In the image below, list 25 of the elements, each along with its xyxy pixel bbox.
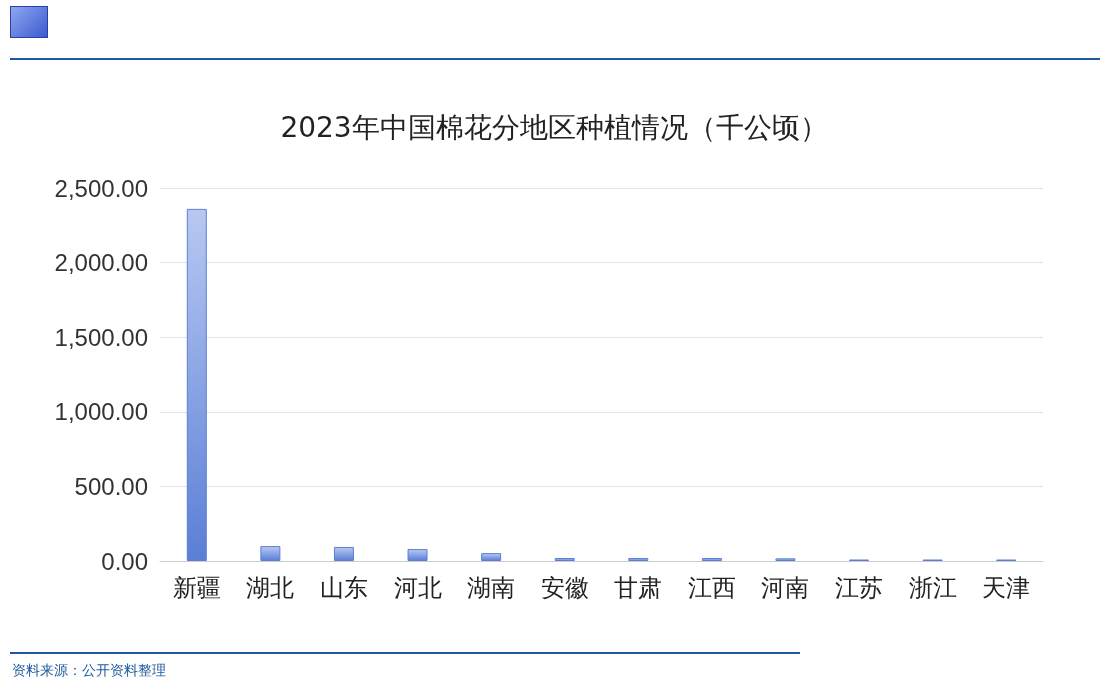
- x-tick-label: 湖南: [467, 573, 516, 601]
- y-tick-label: 1,500.00: [54, 323, 148, 351]
- x-tick-label: 湖北: [246, 573, 295, 601]
- x-tick-label: 浙江: [908, 573, 957, 601]
- x-tick-label: 河南: [761, 573, 810, 601]
- bar: [481, 553, 502, 561]
- x-tick-label: 江西: [687, 573, 736, 601]
- x-tick-label: 甘肃: [614, 573, 663, 601]
- y-tick-label: 0.00: [101, 547, 148, 575]
- y-tick-label: 2,000.00: [54, 249, 148, 277]
- y-tick-label: 1,000.00: [54, 398, 148, 426]
- x-tick-label: 河北: [393, 573, 442, 601]
- chart-title: 2023年中国棉花分地区种植情况（千公顷）: [280, 110, 828, 144]
- bar: [260, 546, 281, 561]
- x-tick-label: 安徽: [540, 573, 589, 601]
- x-tick-label: 新疆: [172, 573, 221, 601]
- bar: [186, 208, 207, 561]
- text: 资料来源：公开资料整理: [12, 662, 166, 680]
- x-tick-label: 江苏: [835, 573, 884, 601]
- y-tick-label: 2,500.00: [54, 174, 148, 202]
- x-tick-label: 天津: [982, 573, 1031, 601]
- y-tick-label: 500.00: [74, 472, 148, 500]
- bar: [333, 546, 354, 561]
- bar: [407, 549, 428, 561]
- x-tick-label: 山东: [319, 573, 368, 601]
